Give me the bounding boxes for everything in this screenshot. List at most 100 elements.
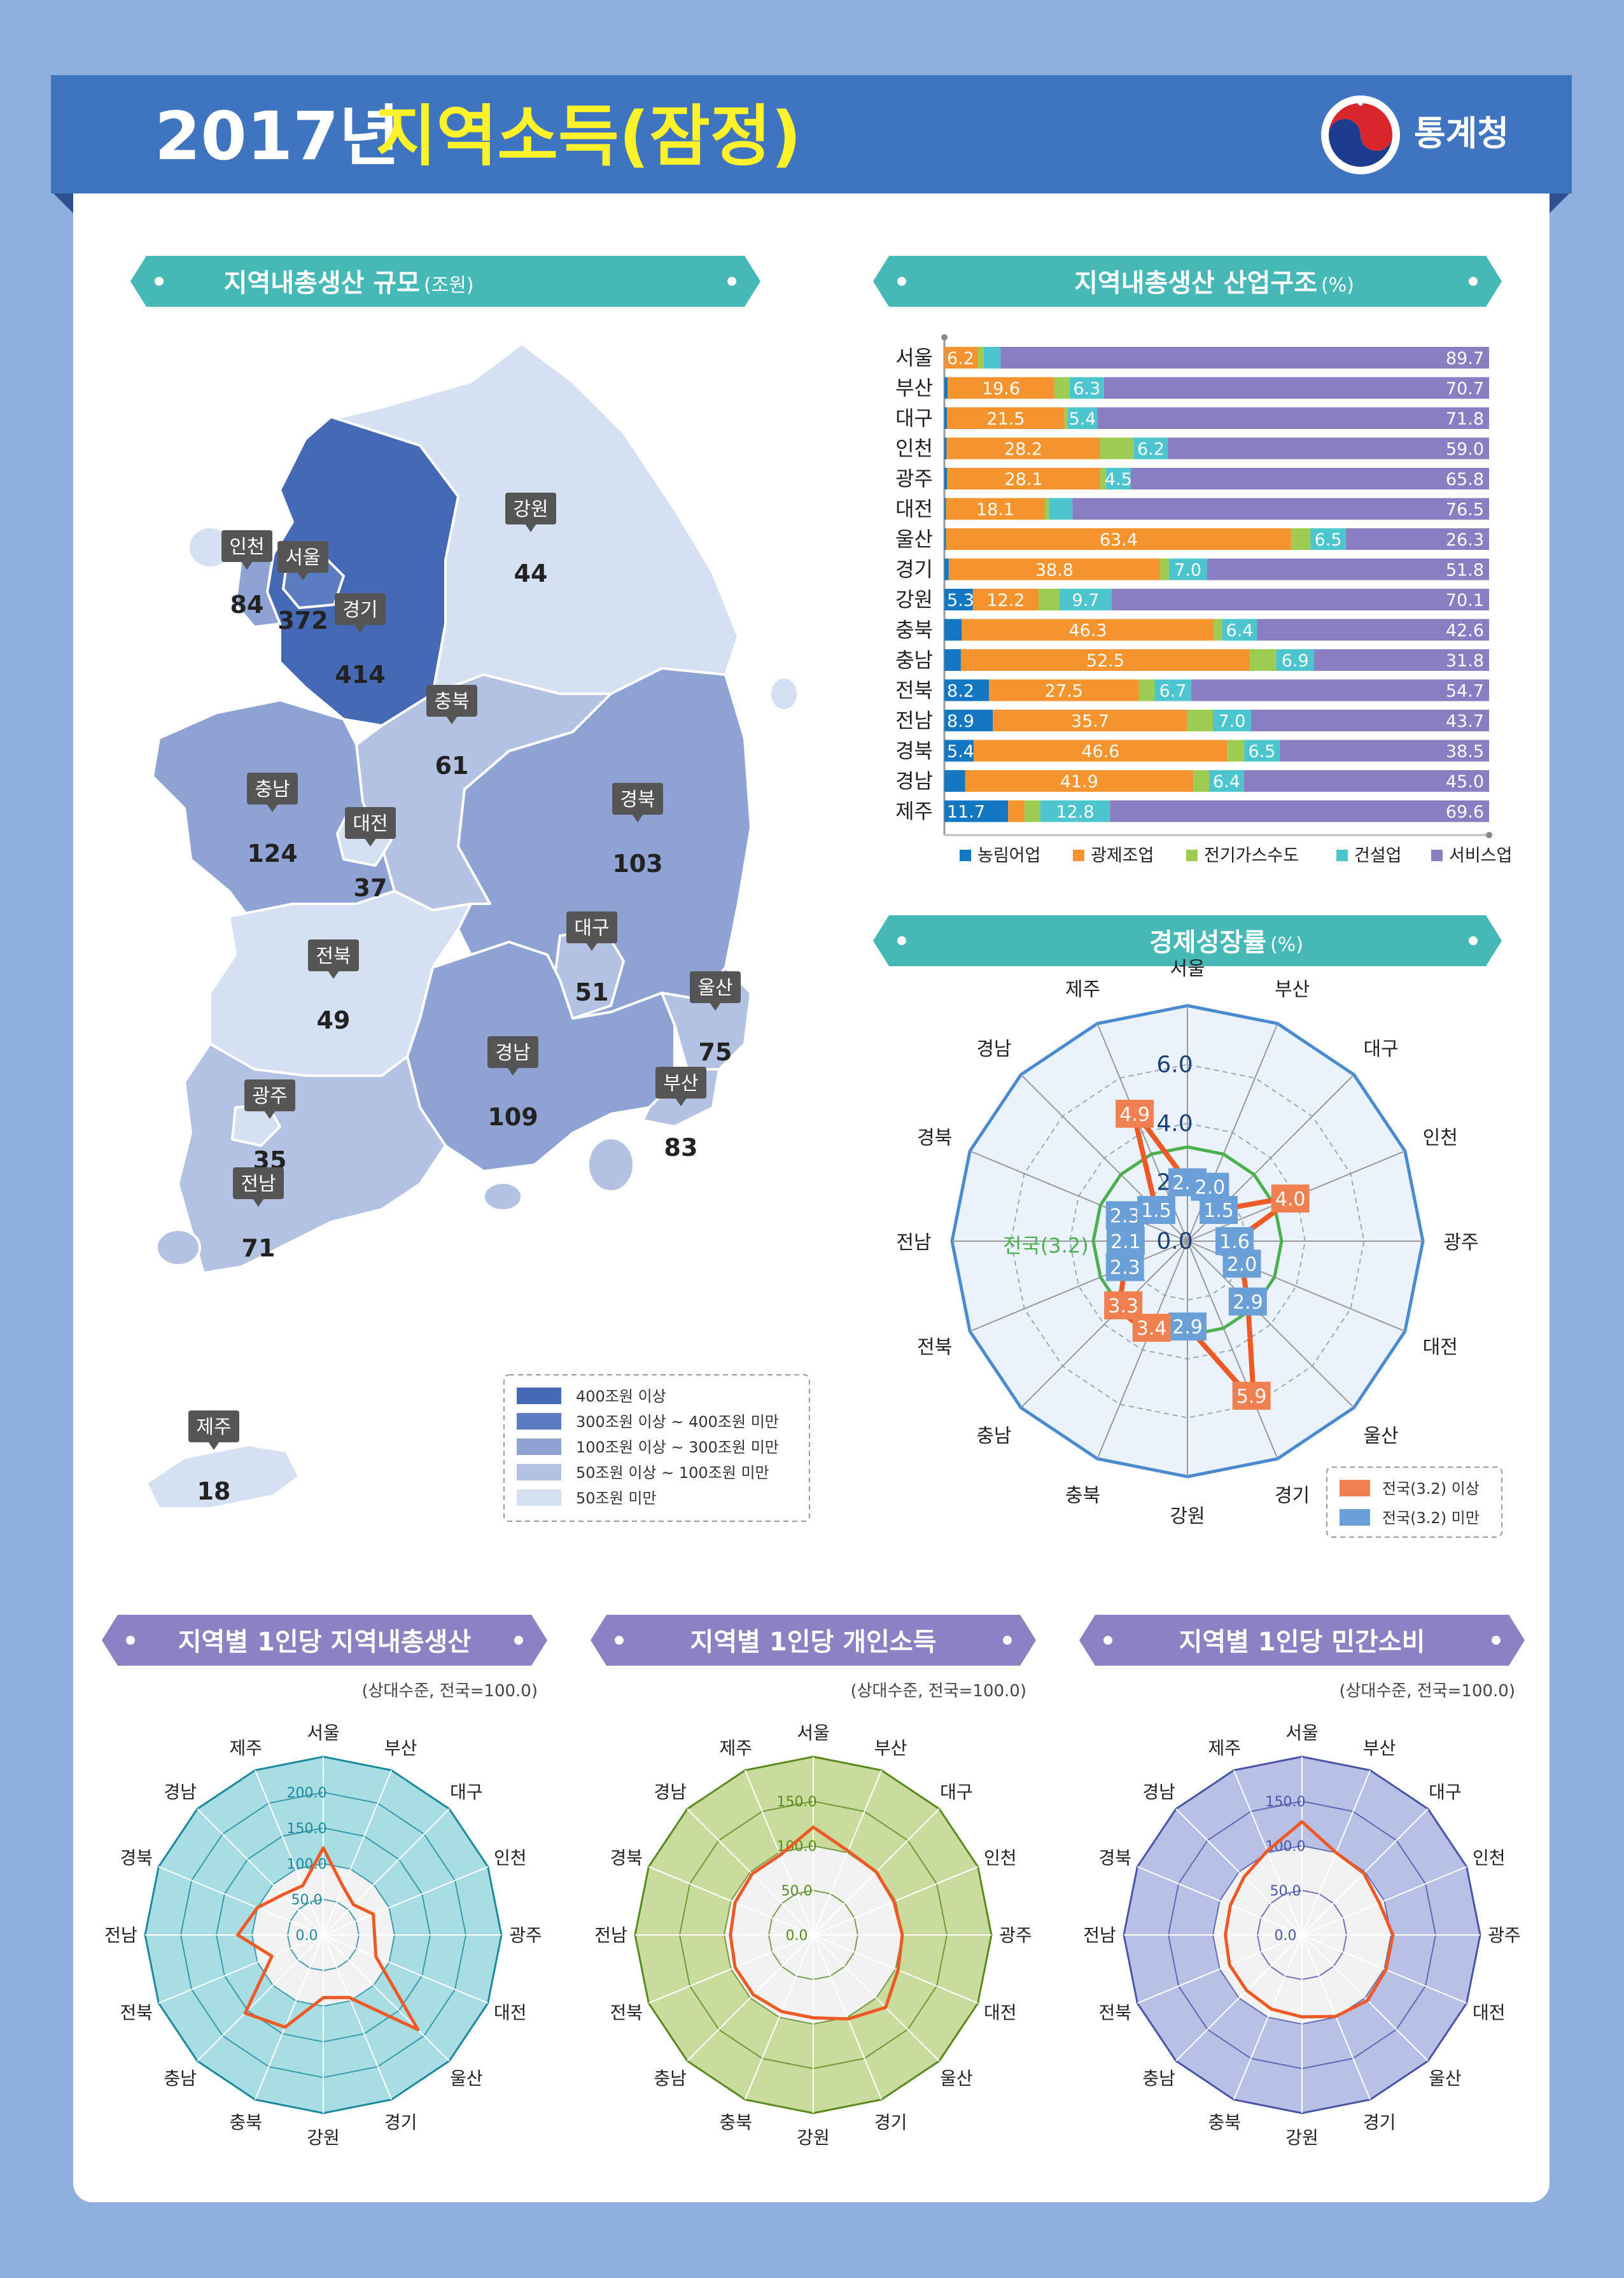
bar-value-label: 71.8 bbox=[1446, 409, 1484, 429]
radar-spoke bbox=[813, 1769, 883, 1936]
radar-category-label: 전북 bbox=[610, 2002, 643, 2023]
bar-segment bbox=[1345, 528, 1489, 550]
industry-unit: (%) bbox=[1321, 274, 1354, 297]
radar-tick: 50.0 bbox=[291, 1892, 323, 1908]
radar-spoke bbox=[813, 1934, 979, 2004]
bar-value-label: 54.7 bbox=[1446, 682, 1484, 701]
radar-category-label: 충남 bbox=[654, 2068, 687, 2089]
bar-value-label: 7.0 bbox=[1218, 712, 1245, 731]
growth-category-label: 대구 bbox=[1363, 1038, 1398, 1060]
radar-spoke bbox=[323, 1808, 450, 1936]
radar-category-label: 대전 bbox=[1473, 2002, 1506, 2023]
bar-value-label: 6.4 bbox=[1213, 772, 1240, 792]
growth-category-label: 전남 bbox=[896, 1232, 931, 1254]
radar-tick: 0.0 bbox=[1275, 1928, 1297, 1944]
bar-segment bbox=[1103, 377, 1489, 399]
radar-category-label: 부산 bbox=[874, 1738, 907, 1759]
growth-value-box bbox=[1168, 1312, 1207, 1341]
bar-segment bbox=[944, 407, 948, 429]
agency-name: 통계청 bbox=[1414, 113, 1509, 153]
map-region-name: 부산 bbox=[663, 1072, 698, 1095]
radar-spoke bbox=[197, 1934, 324, 2062]
map-marker: 전북 49 bbox=[308, 939, 359, 1034]
radar-spoke bbox=[1301, 1934, 1429, 2062]
radar-tick: 50.0 bbox=[1270, 1883, 1301, 1899]
map-legend-label: 50조원 이상 ~ 100조원 미만 bbox=[576, 1464, 769, 1482]
bar-segment bbox=[1024, 800, 1040, 822]
bar-value-label: 6.5 bbox=[1249, 742, 1276, 762]
bar-value-label: 46.3 bbox=[1068, 621, 1107, 641]
bar-segment bbox=[1213, 710, 1251, 731]
growth-value-box bbox=[1137, 1195, 1175, 1224]
radar-category-label: 광주 bbox=[999, 1925, 1032, 1946]
map-legend-swatch bbox=[517, 1464, 561, 1480]
radar-category-label: 부산 bbox=[1363, 1738, 1396, 1759]
map-marker: 부산 83 bbox=[655, 1067, 706, 1162]
radar-category-label: 경북 bbox=[1098, 1847, 1131, 1868]
map-region-name: 대전 bbox=[353, 813, 388, 835]
growth-value-label: 3.3 bbox=[1108, 1295, 1138, 1318]
industry-bar-chart: 서울 6.2 89.7 부산 19.6 6.3 70.7 대구 21.5 5.4 71.8 인천 28.… bbox=[895, 334, 1512, 866]
bar-segment bbox=[1138, 679, 1155, 701]
bar-segment bbox=[1222, 619, 1257, 641]
map-marker-box bbox=[566, 911, 617, 943]
map-region-value: 414 bbox=[335, 661, 385, 689]
radar-category-label: 강원 bbox=[1285, 2127, 1319, 2148]
map-region-name: 광주 bbox=[252, 1085, 287, 1107]
percap-consumption-radar: 0.050.0100.0150.0서울부산대구인천광주대전울산경기강원충북충남전… bbox=[1083, 1722, 1521, 2148]
radar-category-label: 전남 bbox=[594, 1925, 627, 1946]
bar-value-label: 51.8 bbox=[1446, 561, 1484, 580]
radar-category-label: 충북 bbox=[230, 2112, 263, 2133]
bar-segment bbox=[948, 377, 1054, 399]
map-region-name: 전남 bbox=[241, 1173, 276, 1195]
map-region-value: 124 bbox=[247, 840, 297, 868]
map-marker-pointer bbox=[675, 1098, 687, 1106]
map-marker-pointer bbox=[507, 1067, 519, 1076]
bar-segment bbox=[1249, 649, 1277, 671]
growth-value-label: 2.9 bbox=[1172, 1316, 1203, 1339]
map-marker-box bbox=[345, 807, 396, 839]
map-region-name: 경남 bbox=[495, 1042, 530, 1064]
map-marker: 대전 37 bbox=[345, 807, 396, 902]
map-region-value: 103 bbox=[612, 850, 662, 878]
bar-segment bbox=[960, 649, 1250, 671]
growth-radar-tick: 0.0 bbox=[1156, 1228, 1193, 1255]
map-region-name: 충북 bbox=[434, 691, 469, 713]
bar-segment bbox=[944, 740, 974, 762]
map-region-value: 71 bbox=[242, 1234, 276, 1262]
bar-value-label: 43.7 bbox=[1446, 712, 1484, 731]
growth-category-label: 경북 bbox=[917, 1127, 952, 1149]
percap-grdp-title: 지역별 1인당 지역내총생산 bbox=[178, 1628, 472, 1657]
map-marker: 서울 372 bbox=[277, 541, 328, 635]
bar-segment bbox=[1276, 649, 1315, 671]
map-marker: 전남 71 bbox=[233, 1167, 284, 1262]
map-legend-label: 100조원 이상 ~ 300조원 미만 bbox=[576, 1438, 779, 1456]
radar-spoke bbox=[1301, 1866, 1467, 1936]
radar-category-label: 울산 bbox=[450, 2068, 483, 2089]
radar-category-label: 제주 bbox=[720, 1738, 753, 1759]
island-jindo bbox=[155, 1228, 201, 1267]
bar-value-label: 27.5 bbox=[1045, 682, 1083, 701]
bar-category-label: 경북 bbox=[895, 739, 933, 763]
bar-segment bbox=[972, 589, 1039, 610]
growth-radar-spoke bbox=[969, 1150, 1188, 1242]
percap-consumption-note: (상대수준, 전국=100.0) bbox=[1339, 1682, 1515, 1701]
bar-segment bbox=[944, 770, 965, 792]
radar-category-label: 광주 bbox=[509, 1925, 542, 1946]
radar-spoke bbox=[1175, 1934, 1303, 2062]
map-marker-box bbox=[277, 541, 328, 573]
map-region-name: 경기 bbox=[342, 599, 377, 621]
radar-spoke bbox=[813, 1866, 979, 1936]
bar-value-label: 6.4 bbox=[1226, 621, 1253, 641]
growth-category-label: 충남 bbox=[976, 1425, 1011, 1447]
map-marker-box bbox=[612, 783, 663, 815]
header-title: 지역소득(잠정) bbox=[375, 97, 801, 175]
bar-legend-label: 서비스업 bbox=[1449, 846, 1512, 866]
radar-category-label: 전남 bbox=[1083, 1925, 1116, 1946]
ribbon-industry: 지역내총생산 산업구조 (%) bbox=[873, 256, 1502, 307]
growth-value-box bbox=[1200, 1195, 1238, 1224]
map-marker-pointer bbox=[264, 1111, 276, 1119]
growth-legend-label: 전국(3.2) 미만 bbox=[1382, 1509, 1480, 1527]
bar-value-label: 70.7 bbox=[1446, 379, 1484, 399]
